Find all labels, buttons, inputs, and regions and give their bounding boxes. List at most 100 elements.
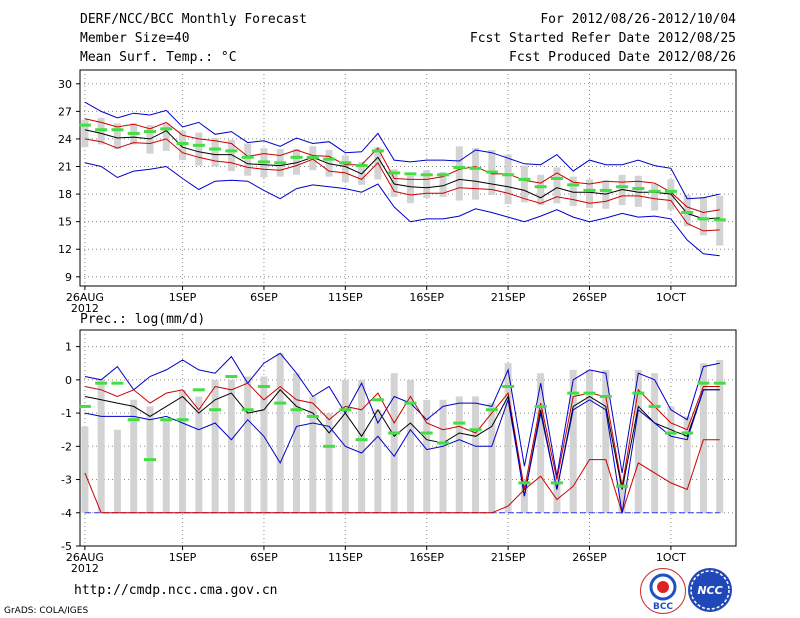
temp-spread-bar bbox=[113, 123, 121, 150]
prec-y-tick-label: -5 bbox=[61, 540, 72, 553]
temp-spread-bar bbox=[227, 139, 235, 172]
prec-spread-bar bbox=[179, 389, 187, 513]
prec-spread-bar bbox=[227, 379, 235, 513]
temp-obs-marker bbox=[290, 155, 303, 159]
temp-spread-bar bbox=[634, 175, 642, 207]
temp-x-tick-label: 1SEP bbox=[169, 291, 197, 304]
temp-y-tick-label: 21 bbox=[58, 161, 72, 174]
prec-obs-marker bbox=[78, 404, 91, 408]
temp-x-tick-label: 2012 bbox=[71, 302, 99, 315]
source-url[interactable]: http://cmdp.ncc.cma.gov.cn bbox=[74, 583, 278, 598]
temp-obs-marker bbox=[583, 188, 596, 192]
temp-obs-marker bbox=[616, 185, 629, 189]
prec-obs-marker bbox=[404, 401, 417, 405]
temp-obs-marker bbox=[127, 131, 140, 135]
temp-obs-marker bbox=[257, 160, 270, 164]
temp-y-tick-label: 9 bbox=[65, 271, 72, 284]
prec-obs-marker bbox=[469, 428, 482, 432]
temp-spread-bar bbox=[537, 174, 545, 206]
prec-obs-marker bbox=[453, 421, 466, 425]
prec-y-tick-label: -3 bbox=[61, 474, 72, 487]
prec-obs-marker bbox=[485, 408, 498, 412]
temp-spread-bar bbox=[699, 196, 707, 236]
variable-label: Mean Surf. Temp.: °C bbox=[80, 50, 237, 65]
temp-y-tick-label: 15 bbox=[58, 216, 72, 229]
temp-series-max bbox=[84, 101, 720, 200]
prec-spread-bar bbox=[699, 363, 707, 513]
prec-obs-marker bbox=[127, 418, 140, 422]
temp-x-tick-label: 26SEP bbox=[572, 291, 607, 304]
temp-spread-bar bbox=[179, 130, 187, 161]
prec-obs-marker bbox=[616, 484, 629, 488]
chart-title: DERF/NCC/BCC Monthly Forecast bbox=[80, 12, 307, 27]
prec-obs-marker bbox=[599, 394, 612, 398]
prec-spread-bar bbox=[569, 369, 577, 513]
temp-x-tick-label: 21SEP bbox=[491, 291, 526, 304]
prec-spread-bar bbox=[602, 369, 610, 513]
prec-obs-marker bbox=[371, 398, 384, 402]
temp-spread-bar bbox=[81, 119, 89, 148]
prec-obs-marker bbox=[209, 408, 222, 412]
temp-obs-marker bbox=[160, 127, 173, 131]
temp-obs-marker bbox=[209, 147, 222, 151]
temp-obs-marker bbox=[339, 161, 352, 165]
prec-y-tick-label: -4 bbox=[61, 507, 72, 520]
prec-obs-marker bbox=[713, 381, 726, 385]
prec-spread-bar bbox=[553, 476, 561, 513]
prec-spread-bar bbox=[162, 419, 170, 513]
temp-obs-marker bbox=[550, 176, 563, 180]
prec-series-max bbox=[84, 352, 720, 477]
temp-x-tick-label: 16SEP bbox=[409, 291, 444, 304]
temp-spread-bar bbox=[585, 179, 593, 208]
prec-x-tick-label: 26SEP bbox=[572, 551, 607, 564]
temp-spread-bar bbox=[504, 154, 512, 205]
prec-spread-bar bbox=[113, 429, 121, 513]
prec-spread-bar bbox=[211, 379, 219, 513]
prec-obs-marker bbox=[436, 441, 449, 445]
temp-obs-marker bbox=[111, 128, 124, 132]
temp-spread-bar bbox=[211, 138, 219, 167]
temp-spread-bar bbox=[439, 172, 447, 197]
prec-plot-frame bbox=[79, 329, 737, 547]
ncc-logo: NCC bbox=[688, 568, 732, 612]
prec-spread-bar bbox=[716, 359, 724, 513]
prec-spread-bar bbox=[651, 373, 659, 513]
temp-series-upper bbox=[84, 118, 720, 214]
prec-spread-bar bbox=[292, 373, 300, 513]
bcc-logo-text: BCC bbox=[653, 602, 673, 612]
prec-panel-label: Prec.: log(mm/d) bbox=[80, 312, 206, 327]
temp-obs-marker bbox=[436, 173, 449, 177]
temp-spread-bar bbox=[244, 143, 252, 176]
temp-y-tick-label: 12 bbox=[58, 243, 72, 256]
temp-x-tick-label: 1OCT bbox=[656, 291, 686, 304]
prec-spread-bar bbox=[472, 396, 480, 513]
temp-obs-marker bbox=[323, 157, 336, 161]
prec-obs-marker bbox=[160, 418, 173, 422]
prec-spread-bar bbox=[439, 399, 447, 513]
prec-obs-marker bbox=[111, 381, 124, 385]
start-date: Fcst Started Refer Date 2012/08/25 bbox=[469, 31, 736, 46]
prec-x-tick-label: 21SEP bbox=[491, 551, 526, 564]
temp-obs-marker bbox=[534, 185, 547, 189]
temp-y-tick-label: 27 bbox=[58, 105, 72, 118]
prec-spread-bar bbox=[618, 479, 626, 513]
temp-y-tick-label: 30 bbox=[58, 78, 72, 91]
prec-spread-bar bbox=[390, 373, 398, 513]
prec-y-tick-label: -1 bbox=[61, 407, 72, 420]
prec-spread-bar bbox=[634, 369, 642, 513]
prec-obs-marker bbox=[257, 384, 270, 388]
prec-obs-marker bbox=[518, 481, 531, 485]
prec-obs-marker bbox=[143, 458, 156, 462]
prec-series-upper bbox=[84, 382, 720, 490]
prec-spread-bar bbox=[683, 416, 691, 513]
prec-obs-marker bbox=[632, 391, 645, 395]
prec-spread-bar bbox=[667, 406, 675, 513]
temp-series-min bbox=[84, 162, 720, 257]
temp-spread-bar bbox=[423, 170, 431, 198]
temp-obs-marker bbox=[713, 218, 726, 222]
temp-x-tick-label: 6SEP bbox=[250, 291, 278, 304]
temp-obs-marker bbox=[469, 166, 482, 170]
temp-obs-marker bbox=[274, 161, 287, 165]
prec-x-tick-label: 6SEP bbox=[250, 551, 278, 564]
